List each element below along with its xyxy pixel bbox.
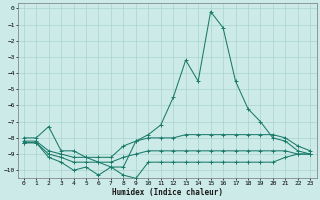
X-axis label: Humidex (Indice chaleur): Humidex (Indice chaleur) [111, 188, 222, 197]
